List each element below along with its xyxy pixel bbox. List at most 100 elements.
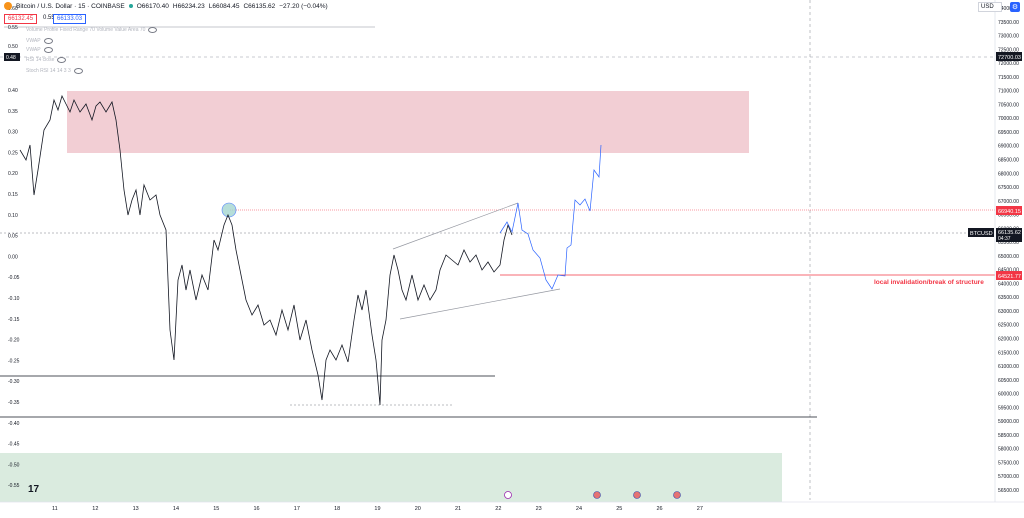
left-tick: 0.20	[8, 171, 18, 177]
price-tick: 65000.00	[998, 254, 1019, 260]
price-tick: 62000.00	[998, 337, 1019, 343]
price-tick: 58000.00	[998, 447, 1019, 453]
price-tick: 65500.00	[998, 240, 1019, 246]
eye-icon[interactable]	[57, 57, 67, 63]
time-tick: 27	[697, 506, 703, 512]
left-tick: 0.60	[8, 6, 18, 12]
price-tick: 73500.00	[998, 20, 1019, 26]
indicator-stoch-rsi[interactable]: Stoch RSI 14 14 3 3	[26, 68, 83, 74]
currency-selector[interactable]: USD	[978, 2, 1002, 12]
price-tick: 71500.00	[998, 75, 1019, 81]
indicator-vwap-1[interactable]: VWAP	[26, 38, 53, 44]
sell-button[interactable]: 66132.45	[4, 14, 38, 24]
left-tick: -0.10	[8, 296, 20, 302]
time-tick: 13	[133, 506, 139, 512]
price-tick: 73000.00	[998, 34, 1019, 40]
price-tick: 69500.00	[998, 130, 1019, 136]
left-crosshair-label: 0.48	[6, 55, 16, 61]
left-tick: -0.20	[8, 338, 20, 344]
demand-zone	[0, 453, 782, 502]
ohlc-open: O66170.40	[136, 2, 169, 10]
price-line	[19, 94, 513, 406]
indicator-label: VWAP	[26, 38, 41, 44]
price-tick: 61000.00	[998, 364, 1019, 370]
left-tick: -0.15	[8, 317, 20, 323]
market-status-icon	[128, 4, 133, 8]
channel-lower	[399, 288, 561, 320]
btc-price-label: 66135.62	[998, 230, 1021, 236]
price-tick: 72000.00	[998, 61, 1019, 67]
time-tick: 16	[254, 506, 260, 512]
price-tick: 69000.00	[998, 144, 1019, 150]
gear-icon[interactable]: ⚙	[1010, 2, 1020, 12]
price-tick: 58500.00	[998, 433, 1019, 439]
left-tick: -0.45	[8, 442, 20, 448]
left-tick: 0.50	[8, 44, 18, 50]
time-tick: 26	[657, 506, 663, 512]
symbol-title[interactable]: Bitcoin / U.S. Dollar · 15 · COINBASE	[16, 2, 125, 10]
us-flag-icon	[593, 491, 601, 499]
btc-tag-label: BTCUSD	[970, 231, 993, 237]
left-tick: 0.55	[8, 25, 18, 31]
ohlc-change: −27.20 (−0.04%)	[279, 2, 328, 10]
left-tick: -0.30	[8, 379, 20, 385]
us-flag-icon	[673, 491, 681, 499]
indicator-label: Volume Profile Fixed Range 70 Volume Val…	[26, 27, 146, 33]
left-tick: -0.50	[8, 462, 20, 468]
ohlc-low: L66084.45	[208, 2, 240, 10]
left-tick: -0.40	[8, 421, 20, 427]
left-crosshair-box	[4, 53, 20, 61]
level-red-price-box	[996, 206, 1022, 215]
eye-icon[interactable]	[73, 68, 83, 74]
indicator-rsi[interactable]: RSI 14 close	[26, 57, 67, 63]
left-tick: 0.35	[8, 109, 18, 115]
bitcoin-icon	[4, 2, 12, 10]
price-tick: 57500.00	[998, 460, 1019, 466]
currency-label: USD	[981, 4, 994, 10]
price-tick: 67000.00	[998, 199, 1019, 205]
pivot-circle	[221, 202, 237, 218]
left-tick: 0.30	[8, 130, 18, 136]
price-tick: 68500.00	[998, 157, 1019, 163]
time-tick: 24	[576, 506, 582, 512]
time-tick: 19	[374, 506, 380, 512]
price-tick: 72500.00	[998, 47, 1019, 53]
left-tick: -0.55	[8, 483, 20, 489]
indicator-label: Stoch RSI 14 14 3 3	[26, 68, 71, 74]
chart-header: Bitcoin / U.S. Dollar · 15 · COINBASE O6…	[4, 2, 328, 10]
price-tick: 64000.00	[998, 281, 1019, 287]
left-tick: -0.25	[8, 358, 20, 364]
time-tick: 20	[415, 506, 421, 512]
time-tick: 12	[92, 506, 98, 512]
price-tick: 62500.00	[998, 323, 1019, 329]
price-tick: 59000.00	[998, 419, 1019, 425]
time-tick: 21	[455, 506, 461, 512]
price-tick: 70500.00	[998, 102, 1019, 108]
price-axis: 74000.00 73500.00 73000.00 72500.00 72000.00…	[998, 6, 1019, 494]
eye-icon[interactable]	[148, 27, 158, 33]
price-tick: 60000.00	[998, 392, 1019, 398]
left-axis: 0.60 0.55 0.50 0.40 0.35 0.30 0.25 0.20 0.15 0.10…	[8, 6, 20, 489]
invalidation-annotation: local invalidation/break of structure	[874, 279, 984, 286]
btc-price-box	[996, 228, 1022, 242]
spread-label: 0.55	[40, 14, 58, 22]
time-tick: 17	[294, 506, 300, 512]
time-axis: 11 12 13 14 15 16 17 18 19 20 21 22 23 24 25 26 27	[52, 506, 703, 512]
indicator-vp[interactable]: Volume Profile Fixed Range 70 Volume Val…	[26, 27, 158, 33]
time-tick: 22	[495, 506, 501, 512]
left-tick: -0.35	[8, 400, 20, 406]
left-tick: -0.05	[8, 275, 20, 281]
eye-icon[interactable]	[43, 47, 53, 53]
left-tick: 0.10	[8, 213, 18, 219]
tradingview-logo: 17	[28, 484, 40, 495]
time-tick: 25	[616, 506, 622, 512]
indicator-vwap-2[interactable]: VWAP	[26, 47, 53, 53]
us-flag-icon	[633, 491, 641, 499]
price-tick: 57000.00	[998, 474, 1019, 480]
level-low-price-label: 64521.77	[998, 274, 1021, 280]
level-red-price-label: 66940.15	[998, 209, 1021, 215]
buy-button[interactable]: 66133.03	[53, 14, 87, 24]
eye-icon[interactable]	[43, 38, 53, 44]
